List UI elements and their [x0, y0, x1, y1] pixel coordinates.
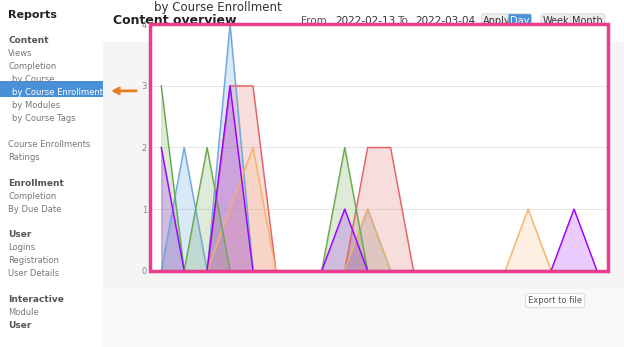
- Text: 02-14: 02-14: [172, 325, 196, 334]
- Text: Logins: Logins: [8, 244, 36, 252]
- Text: Week: Week: [543, 16, 570, 26]
- Text: Month: Month: [572, 16, 603, 26]
- Text: Day: Day: [510, 16, 530, 26]
- Text: Course Enrollments: Course Enrollments: [8, 140, 90, 149]
- Text: 02-22: 02-22: [356, 325, 379, 334]
- Text: 02-19: 02-19: [287, 295, 311, 304]
- Text: by Course Enrollment: by Course Enrollment: [154, 1, 282, 15]
- Text: From: From: [301, 16, 327, 26]
- Text: 02-20: 02-20: [310, 325, 334, 334]
- Text: Export to file: Export to file: [528, 296, 582, 305]
- Text: Content overview: Content overview: [114, 14, 237, 27]
- Text: 02-28: 02-28: [493, 325, 517, 334]
- Text: 2022-03-04: 2022-03-04: [416, 16, 475, 26]
- Text: Reports: Reports: [8, 10, 57, 20]
- Text: 03-02: 03-02: [539, 325, 563, 334]
- Text: 2022-02-13: 2022-02-13: [137, 295, 185, 304]
- Text: 02-17: 02-17: [241, 295, 265, 304]
- Text: 02-26: 02-26: [447, 325, 471, 334]
- Text: by Course Enrollment: by Course Enrollment: [12, 88, 104, 97]
- Text: 02-23: 02-23: [379, 295, 402, 304]
- Text: 02-24: 02-24: [401, 325, 426, 334]
- Text: 03-01: 03-01: [516, 295, 540, 304]
- Text: by Course Tags: by Course Tags: [12, 114, 76, 123]
- Text: by Modules: by Modules: [12, 101, 61, 110]
- Text: 03-04: 03-04: [585, 325, 609, 334]
- Text: Content: Content: [8, 36, 49, 45]
- Text: 02-16: 02-16: [218, 325, 242, 334]
- Text: Registration: Registration: [8, 256, 59, 265]
- Text: Ratings: Ratings: [8, 153, 40, 162]
- Text: Views: Views: [8, 49, 32, 58]
- Text: Interactive: Interactive: [8, 295, 64, 304]
- Text: Completion: Completion: [8, 62, 57, 71]
- Text: 02-25: 02-25: [424, 295, 449, 304]
- Text: Apply: Apply: [484, 16, 511, 26]
- Text: 03-03: 03-03: [562, 295, 586, 304]
- Text: Enrollment: Enrollment: [8, 179, 64, 188]
- Text: By Due Date: By Due Date: [8, 205, 62, 214]
- Text: Module: Module: [8, 308, 39, 317]
- Text: 02-27: 02-27: [470, 295, 494, 304]
- Legend: HIPPA
Compliance, Safety Data
Sheets, Centrifuge
Operation &
Maintenance, Labora: HIPPA Compliance, Safety Data Sheets, Ce…: [622, 17, 624, 156]
- Text: 02-18: 02-18: [264, 325, 288, 334]
- Text: 02-21: 02-21: [333, 295, 357, 304]
- FancyBboxPatch shape: [0, 81, 103, 97]
- Text: by Course: by Course: [12, 75, 55, 84]
- Text: 2022-02-13: 2022-02-13: [335, 16, 395, 26]
- Text: User: User: [8, 321, 32, 330]
- Text: To: To: [397, 16, 408, 26]
- Text: 02-15: 02-15: [195, 295, 219, 304]
- Text: User Details: User Details: [8, 269, 59, 278]
- Text: User: User: [8, 230, 32, 239]
- Text: Completion: Completion: [8, 192, 57, 201]
